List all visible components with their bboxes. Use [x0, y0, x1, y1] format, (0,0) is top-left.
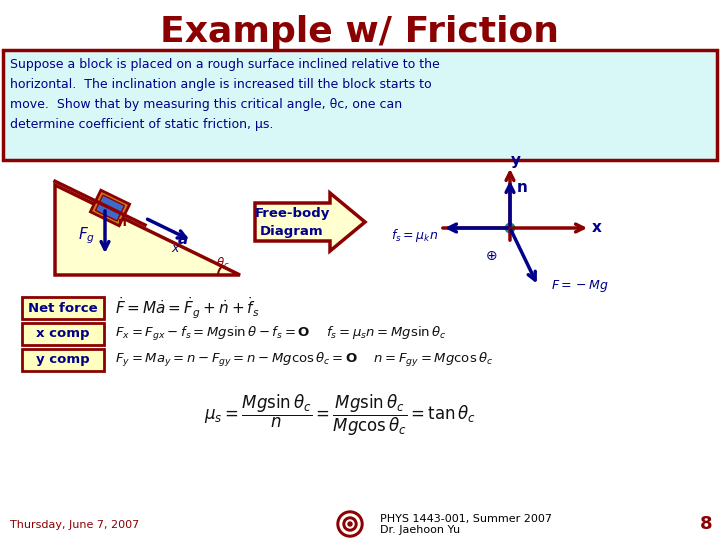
Text: $\mu_s = \dfrac{Mg\sin\theta_c}{n} = \dfrac{Mg\sin\theta_c}{Mg\cos\theta_c} = \t: $\mu_s = \dfrac{Mg\sin\theta_c}{n} = \df… [204, 393, 476, 437]
Text: $F_y = Ma_y = n - F_{gy} = n - Mg\cos\theta_c = \mathbf{O}$    $n = F_{gy} = Mg\: $F_y = Ma_y = n - F_{gy} = n - Mg\cos\th… [115, 351, 493, 369]
Circle shape [340, 514, 360, 534]
Text: ⊕: ⊕ [486, 249, 498, 263]
Polygon shape [55, 185, 240, 275]
Bar [3, 50, 717, 160]
Text: PHYS 1443-001, Summer 2007: PHYS 1443-001, Summer 2007 [380, 514, 552, 524]
Text: x comp: x comp [36, 327, 90, 341]
Polygon shape [96, 195, 125, 221]
Text: $f_s=\mu_k n$: $f_s=\mu_k n$ [392, 227, 438, 245]
Polygon shape [255, 193, 365, 251]
Text: Example w/ Friction: Example w/ Friction [161, 15, 559, 49]
Text: $F_g$: $F_g$ [78, 226, 96, 246]
Text: Dr. Jaehoon Yu: Dr. Jaehoon Yu [380, 525, 460, 535]
Text: Free-body
Diagram: Free-body Diagram [254, 206, 330, 238]
Text: y: y [511, 152, 521, 167]
Bar [22, 323, 104, 345]
Text: $\dot{F} = M\dot{a} = \dot{F}_g + \dot{n} + \dot{f}_s$: $\dot{F} = M\dot{a} = \dot{F}_g + \dot{n… [115, 295, 260, 321]
Text: y comp: y comp [36, 354, 90, 367]
Polygon shape [91, 190, 130, 226]
Text: x: x [171, 241, 179, 254]
Text: horizontal.  The inclination angle is increased till the block starts to: horizontal. The inclination angle is inc… [10, 78, 431, 91]
Text: n: n [516, 180, 528, 195]
Text: x: x [592, 220, 602, 235]
Text: Thursday, June 7, 2007: Thursday, June 7, 2007 [10, 520, 139, 530]
Text: $\theta_c$: $\theta_c$ [216, 255, 230, 271]
Text: Suppose a block is placed on a rough surface inclined relative to the: Suppose a block is placed on a rough sur… [10, 58, 440, 71]
Text: $F_x = F_{gx} - f_s = Mg\sin\theta - f_s = \mathbf{O}$    $f_s = \mu_s n = Mg\si: $F_x = F_{gx} - f_s = Mg\sin\theta - f_s… [115, 325, 446, 343]
Text: $F= -Mg$: $F= -Mg$ [551, 278, 609, 294]
Text: Net force: Net force [28, 301, 98, 314]
Circle shape [343, 517, 357, 531]
Text: move.  Show that by measuring this critical angle, θc, one can: move. Show that by measuring this critic… [10, 98, 402, 111]
Text: 8: 8 [700, 515, 712, 533]
Text: a: a [178, 233, 188, 247]
Text: determine coefficient of static friction, μs.: determine coefficient of static friction… [10, 118, 274, 131]
Text: n: n [117, 215, 127, 228]
Circle shape [346, 520, 354, 528]
Circle shape [348, 522, 352, 526]
Circle shape [337, 511, 363, 537]
Bar [22, 297, 104, 319]
Bar [22, 349, 104, 371]
